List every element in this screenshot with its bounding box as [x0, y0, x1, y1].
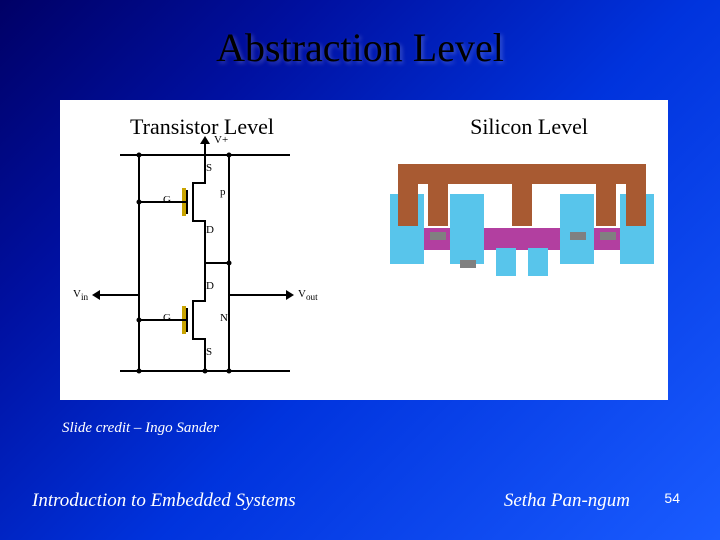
arrow-icon — [92, 290, 100, 300]
vplus-label: V+ — [214, 134, 228, 146]
node-icon — [227, 369, 232, 374]
pmos-source-label: S — [206, 162, 212, 174]
nmos-transistor — [180, 300, 212, 340]
right-column-header: Silicon Level — [470, 114, 588, 140]
poly-region — [398, 164, 646, 184]
pmos-body-label: p — [220, 186, 226, 198]
diffusion-region — [450, 194, 484, 264]
vout-text: V — [298, 288, 306, 300]
poly-region — [398, 184, 418, 226]
nmos-body-label: N — [220, 312, 228, 324]
poly-region — [428, 184, 448, 226]
wire — [138, 154, 140, 370]
node-icon — [137, 369, 142, 374]
poly-region — [596, 184, 616, 226]
vin-text: V — [73, 288, 81, 300]
diffusion-region — [560, 194, 594, 264]
nmos-gate-label: G — [163, 312, 171, 324]
pmos-transistor — [180, 182, 212, 222]
wire — [230, 294, 286, 296]
transistor-schematic: V+ Vin Vout — [80, 154, 350, 384]
vout-sub: out — [306, 292, 318, 302]
node-icon — [137, 318, 142, 323]
arrow-icon — [286, 290, 294, 300]
arrow-icon — [200, 136, 210, 144]
node-icon — [227, 153, 232, 158]
contact-region — [570, 232, 586, 240]
diffusion-region — [528, 248, 548, 276]
node-icon — [137, 153, 142, 158]
footer-right: Setha Pan-ngum — [504, 490, 630, 512]
nmos-drain-label: D — [206, 280, 214, 292]
poly-region — [512, 184, 532, 226]
vin-label: Vin — [73, 288, 88, 302]
vin-sub: in — [81, 292, 88, 302]
pmos-gate-label: G — [163, 194, 171, 206]
poly-region — [626, 184, 646, 226]
slide-title: Abstraction Level — [0, 24, 720, 71]
node-icon — [137, 200, 142, 205]
contact-region — [430, 232, 446, 240]
slide: Abstraction Level Transistor Level Silic… — [0, 0, 720, 540]
footer-left: Introduction to Embedded Systems — [32, 490, 296, 512]
content-box: Transistor Level Silicon Level V+ Vin — [60, 100, 668, 400]
diffusion-region — [496, 248, 516, 276]
vout-label: Vout — [298, 288, 318, 302]
slide-credit: Slide credit – Ingo Sander — [62, 420, 219, 437]
pmos-drain-label: D — [206, 224, 214, 236]
contact-region — [600, 232, 616, 240]
silicon-layout — [390, 164, 650, 294]
node-icon — [203, 369, 208, 374]
wire — [98, 294, 138, 296]
page-number: 54 — [664, 490, 680, 506]
wire — [204, 262, 230, 264]
contact-region — [460, 260, 476, 268]
nmos-source-label: S — [206, 346, 212, 358]
